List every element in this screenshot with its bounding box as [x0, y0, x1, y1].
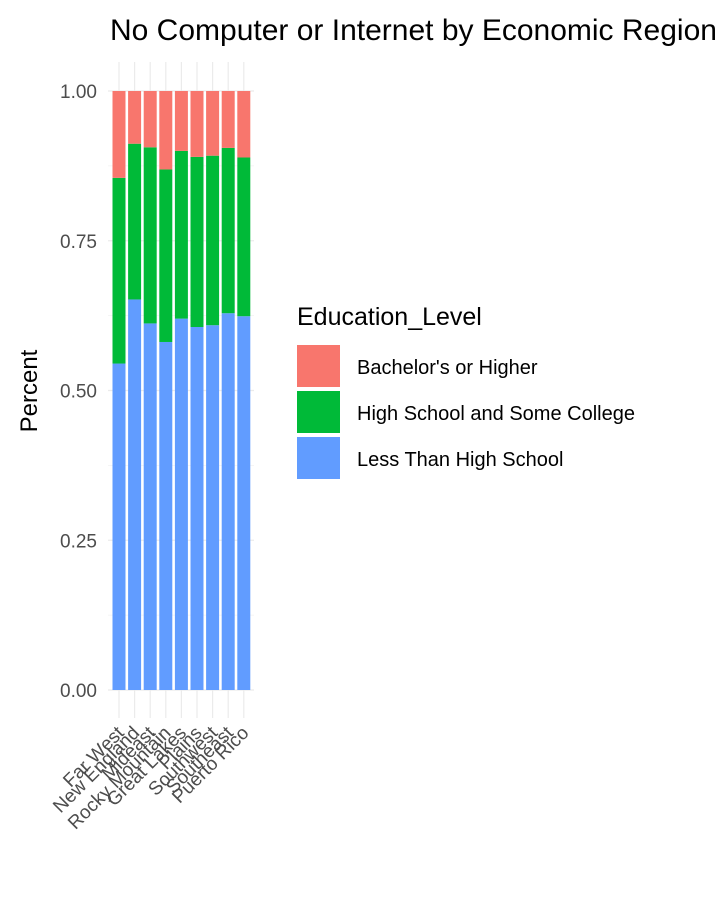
- bar-segment: [128, 143, 142, 300]
- bar-segment: [143, 323, 157, 690]
- y-tick-label: 0.75: [60, 232, 97, 253]
- bar-segment: [128, 299, 142, 690]
- y-tick-label: 1.00: [60, 82, 97, 103]
- bars: [112, 91, 251, 690]
- chart-title: No Computer or Internet by Economic Regi…: [110, 14, 717, 47]
- bar-segment: [206, 155, 220, 326]
- bar-segment: [143, 147, 157, 324]
- legend-label: High School and Some College: [357, 403, 635, 425]
- legend: Education_Level Bachelor's or Higher High…: [297, 303, 635, 479]
- bar-segment: [174, 318, 188, 690]
- bar-segment: [159, 169, 173, 342]
- bar-segment: [221, 147, 235, 314]
- bar-segment: [237, 157, 251, 317]
- bar-segment: [206, 325, 220, 690]
- bar-segment: [206, 91, 220, 156]
- bar-segment: [190, 327, 204, 690]
- bar-segment: [143, 91, 157, 148]
- bar-segment: [221, 313, 235, 690]
- bar-segment: [174, 150, 188, 319]
- bar-segment: [112, 91, 126, 178]
- legend-swatch: [297, 437, 340, 479]
- bar-segment: [159, 91, 173, 170]
- y-axis-label: Percent: [16, 349, 43, 432]
- y-tick-label: 0.00: [60, 681, 97, 702]
- y-axis-ticks: 0.00 0.25 0.50 0.75 1.00: [60, 82, 97, 702]
- bar-segment: [159, 341, 173, 690]
- bar-segment: [174, 91, 188, 151]
- y-tick-label: 0.50: [60, 382, 97, 403]
- bar-segment: [112, 177, 126, 364]
- legend-swatch: [297, 391, 340, 433]
- bar-segment: [221, 91, 235, 148]
- bar-segment: [190, 156, 204, 328]
- legend-label: Less Than High School: [357, 449, 563, 471]
- legend-title: Education_Level: [297, 303, 482, 331]
- bar-segment: [237, 316, 251, 690]
- bar-segment: [128, 91, 142, 144]
- y-tick-label: 0.25: [60, 531, 97, 552]
- legend-label: Bachelor's or Higher: [357, 357, 538, 379]
- bar-segment: [237, 91, 251, 158]
- bar-segment: [112, 363, 126, 690]
- bar-segment: [190, 91, 204, 157]
- legend-swatch: [297, 345, 340, 387]
